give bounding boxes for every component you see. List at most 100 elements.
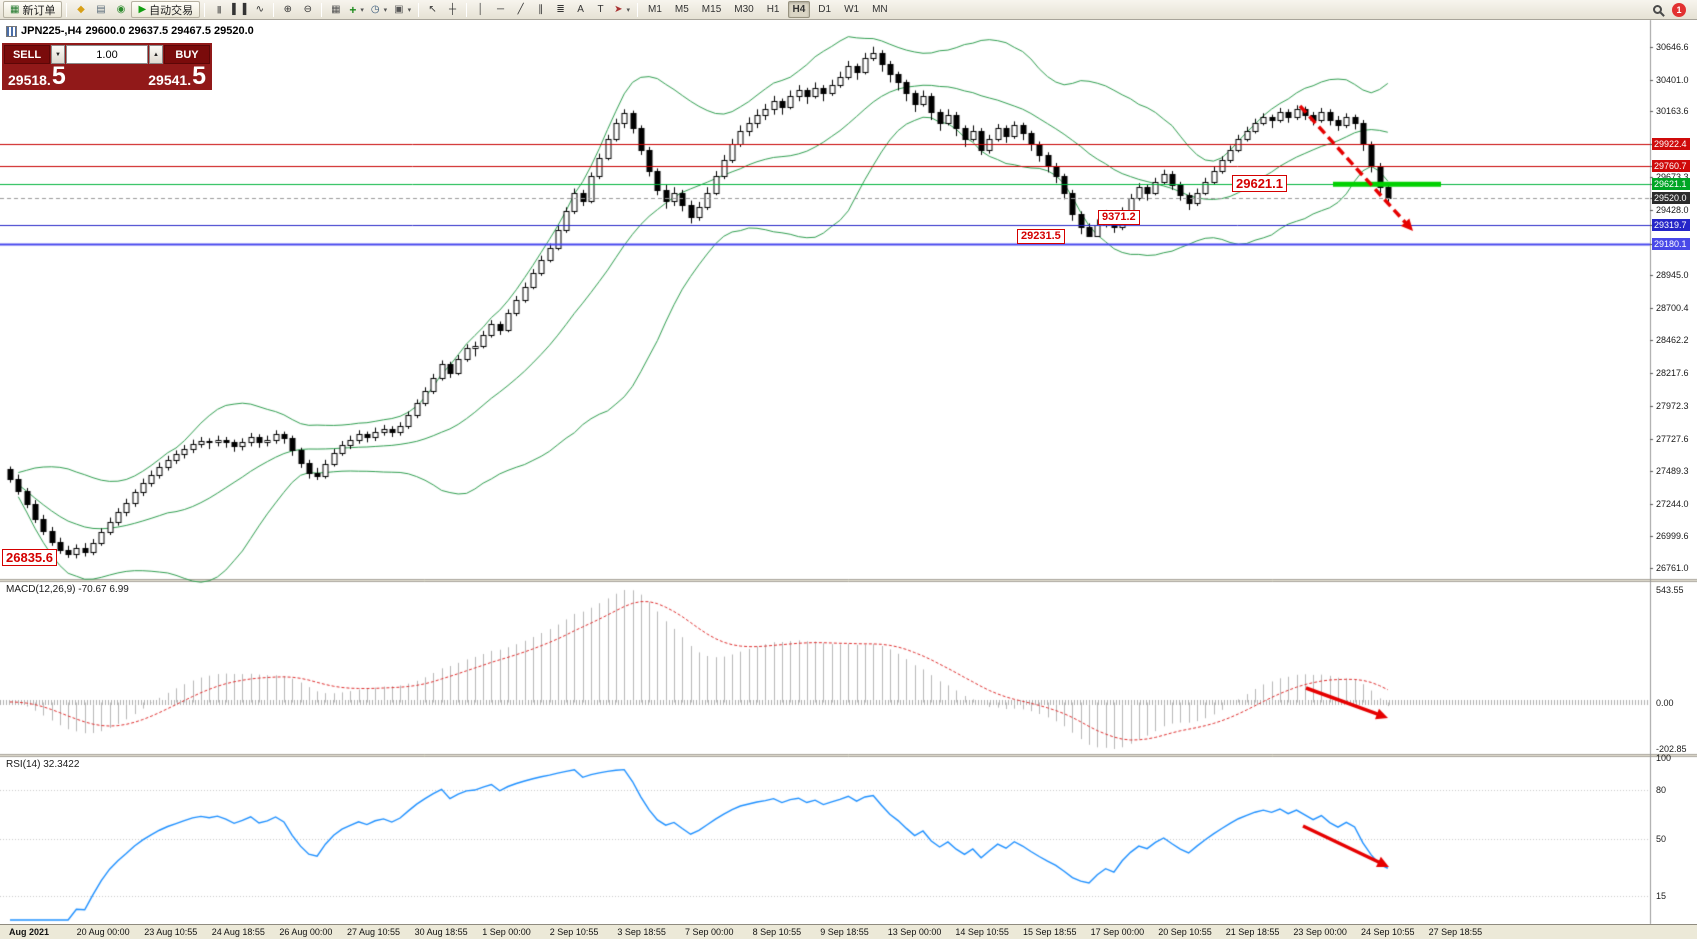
time-axis-label: 8 Sep 10:55 <box>752 927 802 937</box>
macd-indicator-title: MACD(12,26,9) -70.67 6.99 <box>6 584 129 595</box>
rsi-panel-resize-handle[interactable] <box>0 751 1697 758</box>
chevron-down-icon: ▾ <box>626 6 630 14</box>
text-icon: A <box>577 3 584 15</box>
sell-price-big-digit: 5 <box>51 62 66 90</box>
time-axis-label: 20 Sep 10:55 <box>1158 927 1212 937</box>
time-axis-label: 24 Sep 10:55 <box>1361 927 1415 937</box>
horizontal-line-button[interactable]: ─ <box>491 1 510 18</box>
buy-button[interactable]: BUY <box>164 45 210 64</box>
candlestick-chart-button[interactable]: ▌▐ <box>229 1 249 18</box>
sell-button[interactable]: SELL <box>4 45 50 64</box>
volume-increase-button[interactable]: ▲ <box>149 45 163 64</box>
profiles-icon: ◆ <box>77 3 85 15</box>
arrows-button[interactable]: ➤ ▾ <box>611 1 633 18</box>
vline-icon: │ <box>477 3 484 15</box>
fibonacci-button[interactable]: ≣ <box>551 1 570 18</box>
time-axis-label: 20 Aug 00:00 <box>76 927 130 937</box>
trendline-icon: ╱ <box>517 3 524 15</box>
time-axis-label: 7 Sep 00:00 <box>685 927 734 937</box>
auto-trading-button-label: 自动交易 <box>149 4 194 17</box>
community-button[interactable]: ◉ <box>111 1 130 18</box>
chevron-down-icon: ▾ <box>407 6 412 14</box>
community-icon: ◉ <box>116 3 126 15</box>
crosshair-button[interactable]: ┼ <box>443 1 462 18</box>
time-axis-label: 24 Aug 18:55 <box>211 927 265 937</box>
time-axis-label: Aug 2021 <box>9 927 50 937</box>
timeframe-M15[interactable]: M15 <box>701 4 722 15</box>
time-axis-label: 30 Aug 18:55 <box>414 927 468 937</box>
one-click-trading-panel: SELL ▼ ▲ BUY 29518.5 29541.5 <box>2 43 212 91</box>
print-button[interactable]: ▤ <box>91 1 110 18</box>
label-button[interactable]: T <box>591 1 610 18</box>
timeframe-M1[interactable]: M1 <box>647 4 662 15</box>
time-axis-label: 23 Aug 10:55 <box>144 927 198 937</box>
chart-info-line: JPN225-,H4 29600.0 29637.5 29467.5 29520… <box>6 25 254 37</box>
toolbar-separator <box>418 2 420 17</box>
toolbar-right: 1 <box>1653 2 1694 17</box>
timeframe-M30[interactable]: M30 <box>734 4 754 15</box>
auto-trading-button[interactable]: ▶ 自动交易 <box>131 1 201 18</box>
cursor-button[interactable]: ↖ <box>423 1 442 18</box>
volume-decrease-button[interactable]: ▼ <box>51 45 65 64</box>
time-axis-label: 26 Aug 00:00 <box>279 927 333 937</box>
profiles-button[interactable]: ◆ <box>71 1 90 18</box>
timeframe-MN[interactable]: MN <box>872 4 888 15</box>
trendline-button[interactable]: ╱ <box>511 1 530 18</box>
time-axis-label: 1 Sep 00:00 <box>482 927 531 937</box>
notification-badge[interactable]: 1 <box>1672 2 1686 17</box>
chevron-down-icon: ▾ <box>360 6 364 14</box>
search-icon[interactable] <box>1653 5 1662 14</box>
bars-icon: ||| <box>217 4 221 14</box>
indicators-button[interactable]: + ▾ <box>346 1 367 18</box>
toolbar-separator <box>466 2 468 17</box>
periods-button[interactable]: ◷ ▾ <box>368 1 390 18</box>
buy-price[interactable]: 29541. 5 <box>148 63 206 89</box>
zoom-in-button[interactable]: ⊕ <box>278 1 297 18</box>
zoom-in-icon: ⊕ <box>283 3 293 15</box>
timeframe-W1[interactable]: W1 <box>844 4 860 15</box>
timeframe-H4[interactable]: H4 <box>787 1 811 18</box>
toolbar-buttons: ▦ 新订单 ◆ ▤ ◉ ▶ 自动交易 ||| ▌▐ ∿ ⊕ ⊖ ▦ + ▾ ◷ ▾ ▣ ▾ ↖ ┼ │ ─ ╱ ∥ ≣ A T ➤ ▾ M1… <box>3 1 894 18</box>
time-axis-label: 27 Sep 18:55 <box>1428 927 1483 937</box>
fibo-icon: ≣ <box>556 3 565 15</box>
chart-new-icon: ▦ <box>10 3 20 15</box>
new-order-button[interactable]: ▦ 新订单 <box>3 1 63 18</box>
toolbar-separator <box>636 2 638 17</box>
timeframe-D1[interactable]: D1 <box>818 4 832 15</box>
sell-price-main: 29518. <box>8 72 51 89</box>
buy-price-main: 29541. <box>148 72 192 89</box>
templates-button[interactable]: ▣ ▾ <box>391 1 414 18</box>
line-chart-icon: ∿ <box>255 3 265 15</box>
time-axis[interactable]: Aug 2021 20 Aug 00:00 23 Aug 10:55 24 Aug 1… <box>0 924 1697 939</box>
time-axis-label: 14 Sep 10:55 <box>955 927 1009 937</box>
label-icon: T <box>597 3 604 15</box>
zoom-out-icon: ⊖ <box>303 3 313 15</box>
time-axis-label: 2 Sep 10:55 <box>549 927 599 937</box>
new-order-button-label: 新订单 <box>22 4 56 17</box>
vertical-line-button[interactable]: │ <box>471 1 490 18</box>
toolbar-separator <box>273 2 275 17</box>
tile-icon: ▦ <box>331 3 341 15</box>
time-axis-label: 27 Aug 10:55 <box>347 927 401 937</box>
macd-panel-resize-handle[interactable] <box>0 576 1697 583</box>
hline-icon: ─ <box>497 3 505 15</box>
toolbar-separator <box>66 2 68 17</box>
one-click-prices: 29518. 5 29541. 5 <box>4 62 210 90</box>
main-toolbar: ▦ 新订单 ◆ ▤ ◉ ▶ 自动交易 ||| ▌▐ ∿ ⊕ ⊖ ▦ + ▾ ◷ ▾ ▣ ▾ ↖ ┼ │ ─ ╱ ∥ ≣ A T ➤ ▾ M1… <box>0 0 1697 20</box>
tile-windows-button[interactable]: ▦ <box>326 1 345 18</box>
line-chart-button[interactable]: ∿ <box>250 1 269 18</box>
sell-price[interactable]: 29518. 5 <box>8 62 66 90</box>
rsi-indicator-title: RSI(14) 32.3422 <box>6 759 80 770</box>
zoom-out-button[interactable]: ⊖ <box>298 1 317 18</box>
channel-button[interactable]: ∥ <box>531 1 550 18</box>
volume-input[interactable] <box>66 45 148 64</box>
candles-icon: ▌▐ <box>232 3 247 15</box>
text-button[interactable]: A <box>571 1 590 18</box>
toolbar-separator <box>204 2 206 17</box>
play-icon: ▶ <box>138 3 147 15</box>
chart-window-icon <box>6 25 17 37</box>
bar-chart-button[interactable]: ||| <box>209 1 228 18</box>
timeframe-M5[interactable]: M5 <box>674 4 689 15</box>
timeframe-H1[interactable]: H1 <box>766 4 780 15</box>
